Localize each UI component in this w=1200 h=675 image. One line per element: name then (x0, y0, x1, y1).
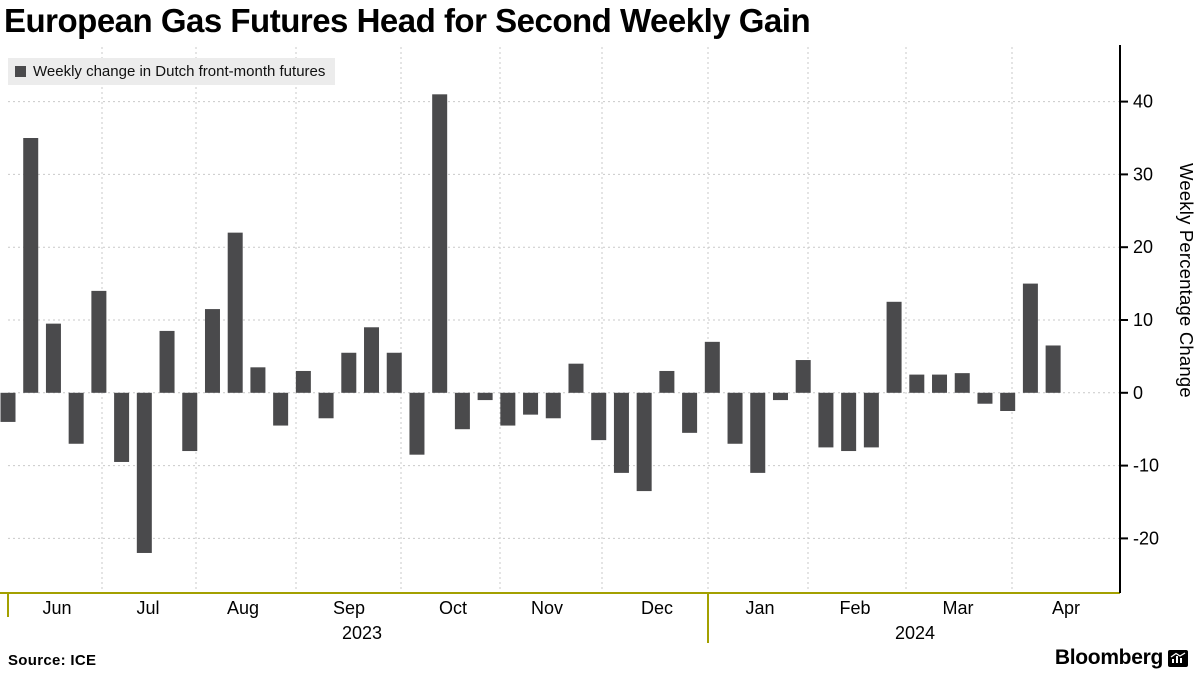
bar (364, 327, 380, 393)
bar (977, 392, 993, 404)
month-label: Feb (839, 598, 870, 618)
legend-swatch-icon (15, 66, 26, 77)
month-label: Jan (745, 598, 774, 618)
bar (0, 392, 16, 422)
y-tick-label: 0 (1133, 383, 1143, 403)
y-tick-label: 20 (1133, 237, 1153, 257)
bar (477, 392, 493, 401)
bar (727, 392, 743, 444)
y-tick-label: 30 (1133, 164, 1153, 184)
bar (932, 374, 948, 393)
bar (613, 392, 629, 473)
chart-legend: Weekly change in Dutch front-month futur… (8, 58, 336, 85)
month-label: Nov (531, 598, 563, 618)
bar (91, 290, 107, 393)
bar (114, 392, 130, 462)
bar (295, 370, 311, 393)
y-axis-title: Weekly Percentage Change (1176, 163, 1197, 398)
source-attribution: Source: ICE (8, 652, 97, 669)
bar (1000, 392, 1016, 411)
bloomberg-wordmark: Bloomberg (1054, 646, 1163, 669)
bar (795, 360, 811, 393)
bar (227, 232, 243, 393)
y-tick-label: -20 (1133, 528, 1159, 548)
bar (704, 341, 720, 393)
bar (432, 94, 448, 393)
month-label: Apr (1052, 598, 1080, 618)
bar (23, 138, 39, 393)
bar (182, 392, 198, 452)
bar (159, 330, 175, 393)
month-label: Mar (943, 598, 974, 618)
year-label: 2023 (342, 623, 382, 643)
bar (863, 392, 879, 448)
month-label: Sep (333, 598, 365, 618)
bar (454, 392, 470, 430)
bar (1022, 283, 1038, 393)
bar (318, 392, 334, 419)
bar (841, 392, 857, 452)
bar (68, 392, 84, 444)
bar (682, 392, 698, 433)
bloomberg-chart-icon (1168, 649, 1188, 667)
month-label: Jun (42, 598, 71, 618)
y-tick-label: 10 (1133, 310, 1153, 330)
chart-title: European Gas Futures Head for Second Wee… (4, 2, 811, 39)
bar (954, 373, 970, 393)
month-label: Jul (136, 598, 159, 618)
bar (568, 363, 584, 393)
bar (886, 301, 902, 393)
bar (636, 392, 652, 492)
bar (659, 370, 675, 393)
bar (523, 392, 539, 415)
legend-label: Weekly change in Dutch front-month futur… (33, 63, 326, 80)
bar (409, 392, 425, 455)
bar (545, 392, 561, 419)
month-label: Aug (227, 598, 259, 618)
bar (750, 392, 766, 473)
bar (250, 367, 266, 393)
bar (818, 392, 834, 448)
month-label: Dec (641, 598, 673, 618)
year-label: 2024 (895, 623, 935, 643)
bar (772, 392, 788, 401)
bar (500, 392, 516, 426)
bar (909, 374, 925, 393)
month-label: Oct (439, 598, 467, 618)
bar (273, 392, 289, 426)
y-tick-label: -10 (1133, 456, 1159, 476)
bar (1045, 345, 1061, 393)
bar (136, 392, 152, 553)
bar (341, 352, 357, 393)
y-tick-label: 40 (1133, 92, 1153, 112)
bar (204, 309, 220, 393)
bar (386, 352, 402, 393)
bloomberg-logo: Bloomberg (1055, 646, 1188, 670)
bar (45, 323, 61, 393)
bar (591, 392, 607, 441)
